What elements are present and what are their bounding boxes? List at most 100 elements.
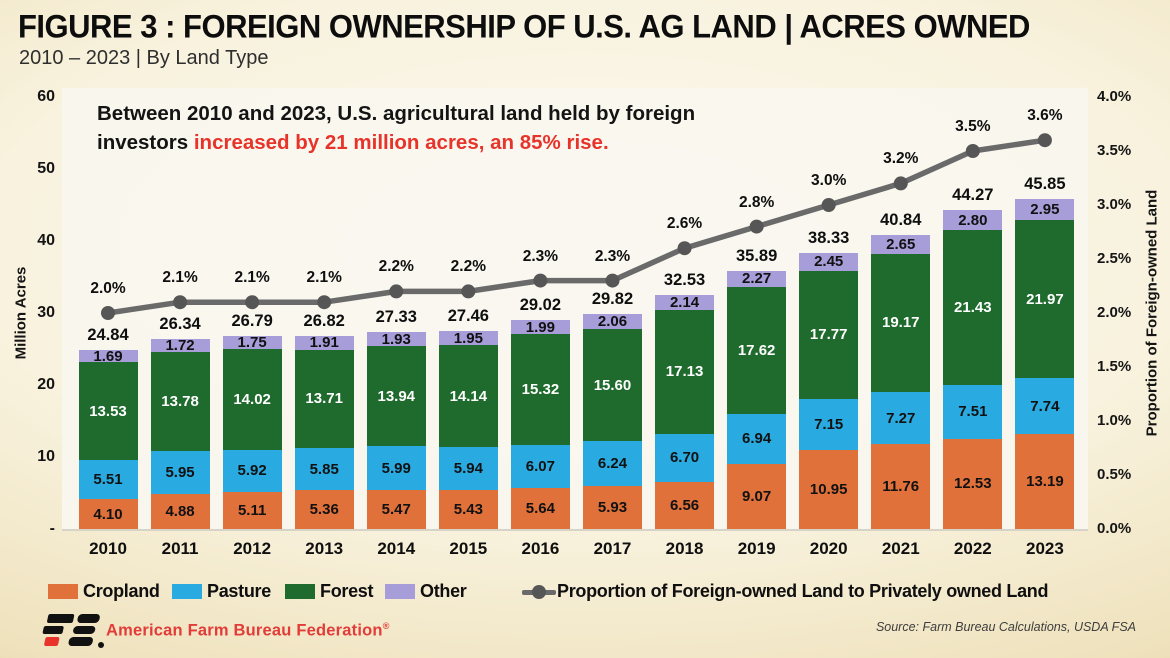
bar-segment-forest: 21.43 xyxy=(943,230,1003,385)
line-data-point xyxy=(677,241,692,256)
bar-segment-cropland: 5.64 xyxy=(510,488,570,529)
x-axis-tick: 2023 xyxy=(1025,539,1064,558)
x-axis-tick: 2013 xyxy=(305,539,344,558)
bar-segment-forest: 19.17 xyxy=(871,253,931,392)
line-data-point xyxy=(821,198,836,212)
bar-segment-other: 2.80 xyxy=(943,210,1003,231)
line-point-label: 2.2% xyxy=(450,258,487,276)
bar-total-label: 27.46 xyxy=(447,307,489,326)
brand-reg-mark: ® xyxy=(382,621,390,631)
bar-segment-forest: 13.53 xyxy=(78,362,138,460)
bar-segment-other: 1.93 xyxy=(366,331,426,348)
bar-segment-other: 1.69 xyxy=(78,348,138,365)
x-axis-tick: 2020 xyxy=(809,539,848,558)
bar-segment-pasture: 5.51 xyxy=(78,459,138,500)
line-data-point xyxy=(749,219,764,234)
x-axis-tick: 2016 xyxy=(521,539,560,558)
line-data-point xyxy=(245,295,260,310)
bar-total-label: 27.33 xyxy=(375,308,417,327)
left-axis-tick: 20 xyxy=(37,376,55,393)
bar-segment-pasture: 5.99 xyxy=(366,446,426,490)
bar-segment-pasture: 5.85 xyxy=(294,448,354,491)
bar-segment-pasture: 7.51 xyxy=(943,384,1003,439)
bar-segment-forest: 17.77 xyxy=(799,270,859,399)
bar-total-label: 45.85 xyxy=(1024,174,1066,193)
legend-item-forest: Forest xyxy=(285,580,374,602)
left-axis-tick: 40 xyxy=(37,232,55,249)
bar-segment-pasture: 6.07 xyxy=(510,444,570,489)
legend-swatch-cropland xyxy=(48,583,78,599)
bar-total-label: 26.34 xyxy=(159,315,201,334)
line-data-point xyxy=(101,306,115,320)
legend-item-pasture: Pasture xyxy=(172,580,271,602)
bar-total-label: 35.89 xyxy=(735,246,778,265)
annotation-text: Between 2010 and 2023, U.S. agricultural… xyxy=(97,99,695,157)
bar-segment-cropland: 9.07 xyxy=(727,463,787,529)
x-axis-tick: 2021 xyxy=(881,539,920,558)
right-axis-tick: 2.0% xyxy=(1097,304,1132,321)
figure-title: FIGURE 3 : FOREIGN OWNERSHIP OF U.S. AG … xyxy=(18,8,1030,46)
bar-segment-cropland: 12.53 xyxy=(943,438,1003,529)
left-axis-tick: 50 xyxy=(37,160,55,177)
right-axis-tick: 3.0% xyxy=(1097,196,1132,213)
legend-label: Forest xyxy=(320,580,374,601)
right-axis-tick: 2.5% xyxy=(1097,250,1132,267)
legend-item-other: Other xyxy=(385,580,467,602)
bar-segment-cropland: 5.36 xyxy=(294,490,354,529)
line-point-label: 3.5% xyxy=(955,118,991,135)
line-point-label: 2.3% xyxy=(594,247,631,265)
legend-label: Other xyxy=(420,580,467,601)
line-data-point xyxy=(389,284,404,299)
bar-segment-pasture: 6.94 xyxy=(727,413,787,464)
bar-segment-cropland: 5.43 xyxy=(438,489,498,529)
line-data-point xyxy=(605,273,620,288)
line-point-label: 2.1% xyxy=(306,269,342,287)
x-axis-tick: 2017 xyxy=(593,539,632,558)
bar-segment-pasture: 7.74 xyxy=(1015,378,1075,435)
x-axis-tick: 2012 xyxy=(233,539,272,558)
right-axis-tick: 0.0% xyxy=(1097,520,1132,537)
bar-segment-forest: 13.78 xyxy=(150,351,210,451)
bar-segment-cropland: 5.11 xyxy=(222,492,282,529)
bar-total-label: 40.84 xyxy=(880,210,922,229)
brand-label: American Farm Bureau Federation xyxy=(106,621,383,640)
bar-segment-pasture: 6.24 xyxy=(582,441,642,487)
bar-segment-pasture: 7.27 xyxy=(871,391,931,445)
legend-label: Pasture xyxy=(207,580,271,601)
x-axis-tick: 2019 xyxy=(737,539,776,558)
x-axis-tick: 2010 xyxy=(89,539,127,558)
bar-segment-pasture: 6.70 xyxy=(655,433,715,482)
bar-segment-other: 1.91 xyxy=(294,334,354,351)
x-axis-tick: 2014 xyxy=(377,539,416,558)
legend-item-proportion-line: Proportion of Foreign-owned Land to Priv… xyxy=(522,580,1049,602)
bar-segment-forest: 15.32 xyxy=(510,334,570,445)
x-axis-tick: 2018 xyxy=(665,539,704,558)
bar-total-label: 26.82 xyxy=(303,311,345,330)
bar-total-label: 26.79 xyxy=(231,312,273,331)
line-data-point xyxy=(1037,133,1052,148)
bar-segment-forest: 17.62 xyxy=(727,286,787,414)
bar-total-label: 32.53 xyxy=(663,270,706,289)
figure-subtitle: 2010 – 2023 | By Land Type xyxy=(19,47,269,69)
bar-segment-other: 1.72 xyxy=(150,337,210,354)
line-point-label: 2.1% xyxy=(162,269,198,287)
x-axis-tick: 2022 xyxy=(953,539,992,558)
bar-segment-cropland: 5.93 xyxy=(582,486,642,529)
bar-segment-cropland: 13.19 xyxy=(1015,434,1075,529)
line-point-label: 2.8% xyxy=(738,193,775,211)
annotation-line2-black: investors xyxy=(97,131,194,154)
bar-segment-forest: 21.97 xyxy=(1015,220,1075,379)
bar-segment-pasture: 5.95 xyxy=(150,451,210,494)
left-axis-tick: 60 xyxy=(37,88,55,105)
bar-segment-pasture: 7.15 xyxy=(799,398,859,451)
bar-segment-other: 1.95 xyxy=(438,330,498,347)
bar-segment-forest: 13.94 xyxy=(366,346,426,447)
line-point-label: 2.3% xyxy=(522,247,559,265)
proportion-line-chart xyxy=(101,133,1052,320)
line-data-point xyxy=(173,295,188,310)
bar-segment-pasture: 5.94 xyxy=(438,447,498,490)
right-axis-tick: 1.0% xyxy=(1097,412,1132,429)
bar-segment-cropland: 4.88 xyxy=(150,493,210,529)
bar-segment-forest: 15.60 xyxy=(582,329,642,442)
source-attribution: Source: Farm Bureau Calculations, USDA F… xyxy=(875,620,1136,634)
